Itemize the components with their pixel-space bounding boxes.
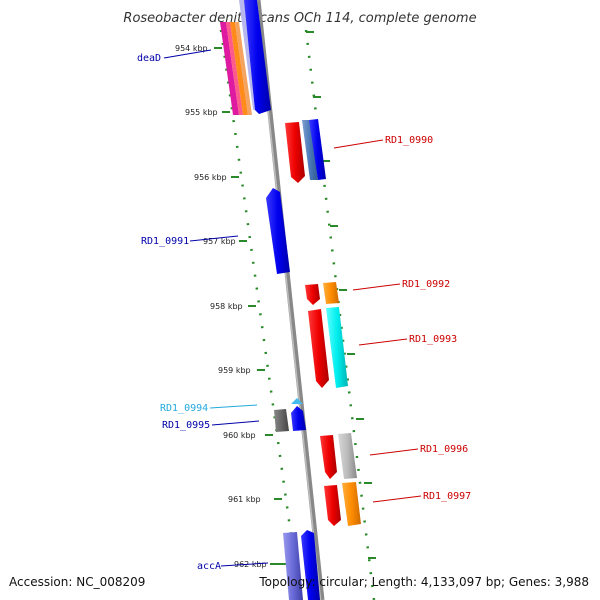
gene-deaD-arrow[interactable] [244, 0, 271, 114]
gene-labels: deaD RD1_0990 RD1_0991 RD1_0992 RD1_0993… [137, 53, 471, 572]
leader-RD1_0997 [372, 495, 422, 503]
tick-label-958: 958 kbp [210, 302, 243, 311]
leader-RD1_0994 [209, 404, 258, 409]
gene-RD1_0994-marker[interactable] [291, 398, 303, 404]
tick-label-956: 956 kbp [194, 173, 227, 182]
leader-RD1_0995 [211, 420, 260, 426]
feature-steel-bar[interactable] [302, 120, 318, 180]
gene-RD1_0992-arrow[interactable] [305, 284, 320, 305]
feature-blue-bar[interactable] [309, 119, 326, 180]
left-scale-line [219, 29, 302, 600]
right-scale-line [304, 29, 376, 600]
gene-label-RD1_0995[interactable]: RD1_0995 [162, 420, 210, 431]
leader-RD1_0992 [352, 283, 401, 291]
leader-RD1_0991 [189, 235, 239, 242]
gene-RD1_0990-arrow[interactable] [285, 122, 305, 183]
gene-label-RD1_0991[interactable]: RD1_0991 [141, 236, 189, 247]
gene-RD1_0991-arrow[interactable] [266, 188, 290, 274]
genome-title: Roseobacter denitrificans OCh 114, compl… [123, 11, 476, 26]
gene-label-RD1_0993[interactable]: RD1_0993 [409, 334, 457, 345]
leader-accA [220, 562, 269, 567]
leader-deaD [163, 49, 212, 59]
feature-orange-small[interactable] [323, 282, 339, 304]
feature-gray-bar[interactable] [338, 433, 357, 479]
feature-dark-gray-block[interactable] [274, 409, 289, 432]
tick-label-960: 960 kbp [223, 431, 256, 440]
gene-label-leaders [163, 49, 422, 567]
gene-label-RD1_0996[interactable]: RD1_0996 [420, 444, 468, 455]
tick-label-955: 955 kbp [185, 108, 218, 117]
gene-accA-arrow[interactable] [301, 530, 320, 600]
tick-label-959: 959 kbp [218, 366, 251, 375]
feature-cyan-bar[interactable] [326, 307, 348, 388]
gene-RD1_0995-arrow[interactable] [291, 406, 306, 431]
gene-RD1_0997-arrow[interactable] [324, 485, 341, 526]
feature-lavender-bar[interactable] [283, 532, 303, 600]
leader-RD1_0996 [369, 448, 419, 456]
gene-label-RD1_0994[interactable]: RD1_0994 [160, 403, 208, 414]
leader-RD1_0990 [333, 139, 384, 149]
gene-RD1_0993-arrow[interactable] [308, 309, 329, 388]
gene-accA-feature[interactable] [283, 530, 320, 600]
gene-label-RD1_0997[interactable]: RD1_0997 [423, 491, 471, 502]
feature-salmon-strip[interactable] [235, 22, 252, 115]
gene-RD1_0990-feature[interactable] [285, 119, 326, 183]
gene-label-deaD[interactable]: deaD [137, 53, 161, 64]
kbp-ticks: 954 kbp 955 kbp 956 kbp 957 kbp 958 kbp … [175, 31, 376, 569]
gene-RD1_0994-0995-feature[interactable] [274, 398, 306, 432]
gene-label-RD1_0992[interactable]: RD1_0992 [402, 279, 450, 290]
accession-text: Accession: NC_008209 [9, 575, 145, 589]
tick-label-961: 961 kbp [228, 495, 261, 504]
feature-pink-strip[interactable] [226, 22, 243, 115]
gene-RD1_0997-feature[interactable] [324, 482, 361, 526]
gene-RD1_0996-arrow[interactable] [320, 435, 337, 479]
gene-RD1_0993-feature[interactable] [308, 307, 348, 388]
gene-RD1_0992-feature[interactable] [305, 282, 339, 305]
tick-label-957: 957 kbp [203, 237, 236, 246]
feature-orange-strip[interactable] [230, 22, 248, 115]
gene-label-RD1_0990[interactable]: RD1_0990 [385, 135, 433, 146]
leader-RD1_0993 [358, 338, 408, 346]
tick-label-954: 954 kbp [175, 44, 208, 53]
genome-summary-text: Topology: circular; Length: 4,133,097 bp… [258, 575, 589, 589]
feature-orange-bar[interactable] [342, 482, 361, 526]
gene-deaD-feature[interactable] [220, 0, 271, 115]
gene-RD1_0996-feature[interactable] [320, 433, 357, 479]
feature-magenta-strip[interactable] [220, 22, 239, 115]
gene-label-accA[interactable]: accA [197, 561, 221, 572]
